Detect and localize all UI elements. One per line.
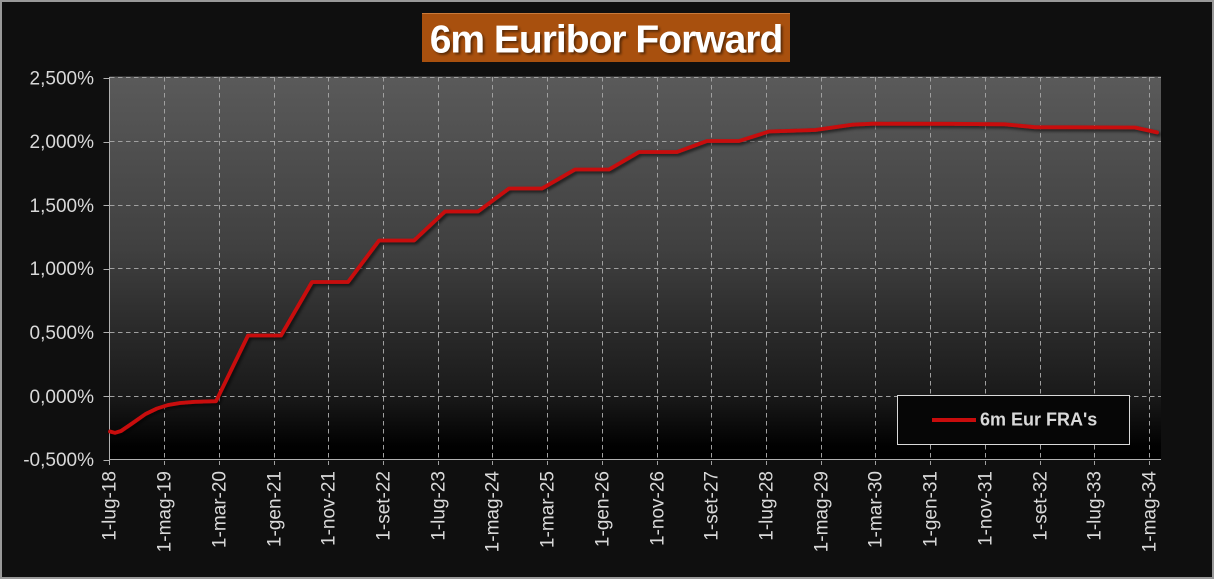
svg-text:1-mar-25: 1-mar-25: [538, 471, 559, 548]
svg-text:0,000%: 0,000%: [30, 387, 95, 408]
svg-text:1-mag-19: 1-mag-19: [155, 471, 176, 552]
svg-text:1,500%: 1,500%: [30, 196, 95, 217]
svg-text:2,500%: 2,500%: [30, 69, 95, 90]
svg-text:1-nov-31: 1-nov-31: [976, 471, 997, 546]
svg-text:1-lug-28: 1-lug-28: [757, 471, 778, 541]
svg-text:2,000%: 2,000%: [30, 132, 95, 153]
svg-text:1-mar-30: 1-mar-30: [866, 471, 887, 548]
svg-text:1-nov-21: 1-nov-21: [319, 471, 340, 546]
svg-text:1-mar-20: 1-mar-20: [210, 471, 231, 548]
svg-text:1-nov-26: 1-nov-26: [648, 471, 669, 546]
svg-text:1-gen-26: 1-gen-26: [593, 471, 614, 547]
svg-text:6m Euribor Forward: 6m Euribor Forward: [430, 19, 783, 62]
svg-text:1-gen-31: 1-gen-31: [921, 471, 942, 547]
svg-text:-0,500%: -0,500%: [23, 450, 94, 471]
svg-text:1-lug-33: 1-lug-33: [1085, 471, 1106, 541]
svg-text:1-mag-34: 1-mag-34: [1140, 471, 1161, 553]
svg-text:0,500%: 0,500%: [30, 323, 95, 344]
svg-text:1-mag-29: 1-mag-29: [812, 471, 833, 552]
svg-text:1-gen-21: 1-gen-21: [265, 471, 286, 547]
svg-text:1-set-22: 1-set-22: [374, 471, 395, 541]
svg-text:1-lug-23: 1-lug-23: [429, 471, 450, 541]
svg-text:6m Eur FRA's: 6m Eur FRA's: [980, 410, 1097, 430]
svg-text:1,000%: 1,000%: [30, 259, 95, 280]
svg-text:1-set-32: 1-set-32: [1031, 471, 1052, 541]
svg-text:1-set-27: 1-set-27: [702, 471, 723, 541]
svg-text:1-mag-24: 1-mag-24: [483, 471, 504, 553]
svg-text:1-lug-18: 1-lug-18: [100, 471, 121, 541]
